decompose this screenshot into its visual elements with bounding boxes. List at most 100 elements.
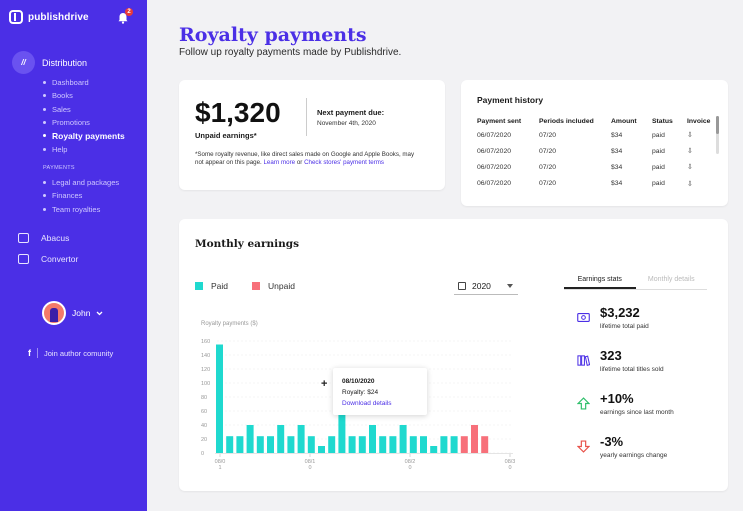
- arrow-down-icon: [577, 440, 590, 453]
- sidebar-item-abacus[interactable]: Abacus: [18, 233, 69, 243]
- payment-sent-cell: 06/07/2020: [477, 180, 512, 188]
- chart-legend: Paid Unpaid: [195, 281, 295, 291]
- download-details-link[interactable]: Download details: [342, 400, 392, 407]
- stat-label: lifetime total titles sold: [600, 366, 664, 373]
- sidebar-item-royalty-payments[interactable]: Royalty payments: [43, 129, 125, 142]
- tab-earnings-stats[interactable]: Earnings stats: [564, 273, 636, 289]
- stat-value: -3%: [600, 434, 624, 449]
- check-stores-link[interactable]: Check stores' payment terms: [304, 159, 385, 166]
- sidebar-item-legal-and-packages[interactable]: Legal and packages: [43, 176, 119, 189]
- status-cell: paid: [652, 147, 665, 155]
- status-cell: paid: [652, 163, 665, 171]
- status-cell: paid: [652, 180, 665, 188]
- y-tick-label: 160: [201, 339, 210, 345]
- period-cell: 07/20: [539, 131, 557, 139]
- sidebar: publishdrive 2 // Distribution Dashboard…: [0, 0, 147, 511]
- sidebar-item-dashboard[interactable]: Dashboard: [43, 76, 125, 89]
- payments-subnav: Legal and packages Finances Team royalti…: [43, 176, 119, 216]
- table-row: 06/07/2020 07/20 $34 paid ⇩: [477, 127, 715, 143]
- bar: [246, 425, 254, 453]
- period-cell: 07/20: [539, 147, 557, 155]
- publishdrive-logo-icon: [9, 10, 23, 24]
- join-community-link[interactable]: f Join author comunity: [28, 348, 113, 358]
- monthly-earnings-card: Monthly earnings Paid Unpaid 2020 Earnin…: [179, 219, 728, 491]
- payment-sent-cell: 06/07/2020: [477, 131, 512, 139]
- chevron-down-icon: [506, 283, 513, 288]
- bar: [369, 425, 376, 453]
- user-menu[interactable]: John: [42, 301, 103, 325]
- bar: [471, 425, 478, 453]
- legend-paid-swatch: [195, 282, 203, 290]
- x-tick-label: 08/1: [305, 459, 316, 465]
- sidebar-item-distribution[interactable]: // Distribution: [12, 51, 87, 74]
- brand-name: publishdrive: [28, 11, 89, 23]
- year-select[interactable]: 2020: [454, 277, 518, 295]
- y-tick-label: 120: [201, 367, 210, 373]
- bar: [409, 436, 417, 453]
- join-community-label: Join author comunity: [44, 348, 114, 358]
- y-tick-label: 60: [201, 409, 207, 415]
- x-tick-label: 0: [308, 465, 311, 471]
- unpaid-amount: $1,320: [195, 97, 281, 128]
- convertor-icon: [18, 254, 29, 264]
- payment-history-scrollbar[interactable]: [716, 116, 719, 154]
- invoice-download-icon[interactable]: ⇩: [687, 164, 693, 172]
- bell-icon[interactable]: [117, 12, 129, 24]
- sidebar-item-label: Convertor: [41, 254, 79, 264]
- bar: [358, 436, 366, 453]
- y-tick-label: 80: [201, 395, 207, 401]
- invoice-download-icon[interactable]: ⇩: [687, 148, 693, 156]
- y-tick-label: 100: [201, 381, 210, 387]
- invoice-download-icon[interactable]: ⇩: [687, 180, 693, 188]
- sidebar-item-sales[interactable]: Sales: [43, 103, 125, 116]
- brand[interactable]: publishdrive: [9, 10, 89, 24]
- chart-tooltip: 08/10/2020 Royalty: $24 Download details: [333, 368, 427, 415]
- status-cell: paid: [652, 131, 665, 139]
- arrow-up-icon: [577, 397, 590, 410]
- invoice-download-icon[interactable]: ⇩: [687, 132, 693, 140]
- books-icon: [577, 355, 590, 366]
- money-icon: [577, 313, 590, 322]
- period-cell: 07/20: [539, 163, 557, 171]
- stat-yearly-change: -3% yearly earnings change: [577, 434, 667, 459]
- crosshair-cursor-icon: +: [321, 378, 328, 390]
- legend-unpaid-label: Unpaid: [268, 281, 295, 291]
- sidebar-item-finances[interactable]: Finances: [43, 189, 119, 202]
- table-header-row: Payment sent Periods included Amount Sta…: [477, 115, 715, 127]
- bar: [256, 436, 264, 453]
- learn-more-link[interactable]: Learn more: [263, 159, 296, 166]
- legend-paid-label: Paid: [211, 281, 229, 291]
- payment-history-table: Payment sent Periods included Amount Sta…: [477, 115, 715, 192]
- y-tick-label: 140: [201, 353, 210, 359]
- amount-cell: $34: [611, 180, 623, 188]
- sidebar-item-books[interactable]: Books: [43, 89, 125, 102]
- period-cell: 07/20: [539, 180, 557, 188]
- sidebar-item-help[interactable]: Help: [43, 142, 125, 155]
- column-header: Payment sent: [477, 117, 522, 125]
- y-tick-label: 20: [201, 437, 207, 443]
- tab-monthly-details[interactable]: Monthly details: [647, 276, 695, 283]
- bar: [226, 436, 234, 453]
- bar: [338, 384, 346, 453]
- sidebar-item-convertor[interactable]: Convertor: [18, 254, 78, 264]
- book-icon: //: [12, 51, 35, 74]
- table-row: 06/07/2020 07/20 $34 paid ⇩: [477, 176, 715, 192]
- amount-cell: $34: [611, 147, 623, 155]
- column-header: Amount: [611, 117, 637, 125]
- table-row: 06/07/2020 07/20 $34 paid ⇩: [477, 159, 715, 175]
- calendar-icon: [458, 281, 466, 290]
- stat-label: earnings since last month: [600, 409, 674, 416]
- bar: [307, 436, 315, 453]
- earnings-bar-chart: Royalty payments ($)02040608010012014016…: [201, 321, 515, 471]
- payments-section-label: PAYMENTS: [43, 165, 75, 171]
- bar: [430, 446, 438, 453]
- stat-titles-sold: 323 lifetime total titles sold: [577, 348, 664, 373]
- bar: [318, 446, 325, 453]
- y-tick-label: 0: [201, 451, 204, 457]
- bar: [460, 436, 468, 453]
- sidebar-item-team-royalties[interactable]: Team royalties: [43, 203, 119, 216]
- stat-label: yearly earnings change: [600, 452, 668, 459]
- sidebar-item-promotions[interactable]: Promotions: [43, 116, 125, 129]
- facebook-icon: f: [28, 348, 31, 358]
- stat-value: +10%: [600, 391, 634, 406]
